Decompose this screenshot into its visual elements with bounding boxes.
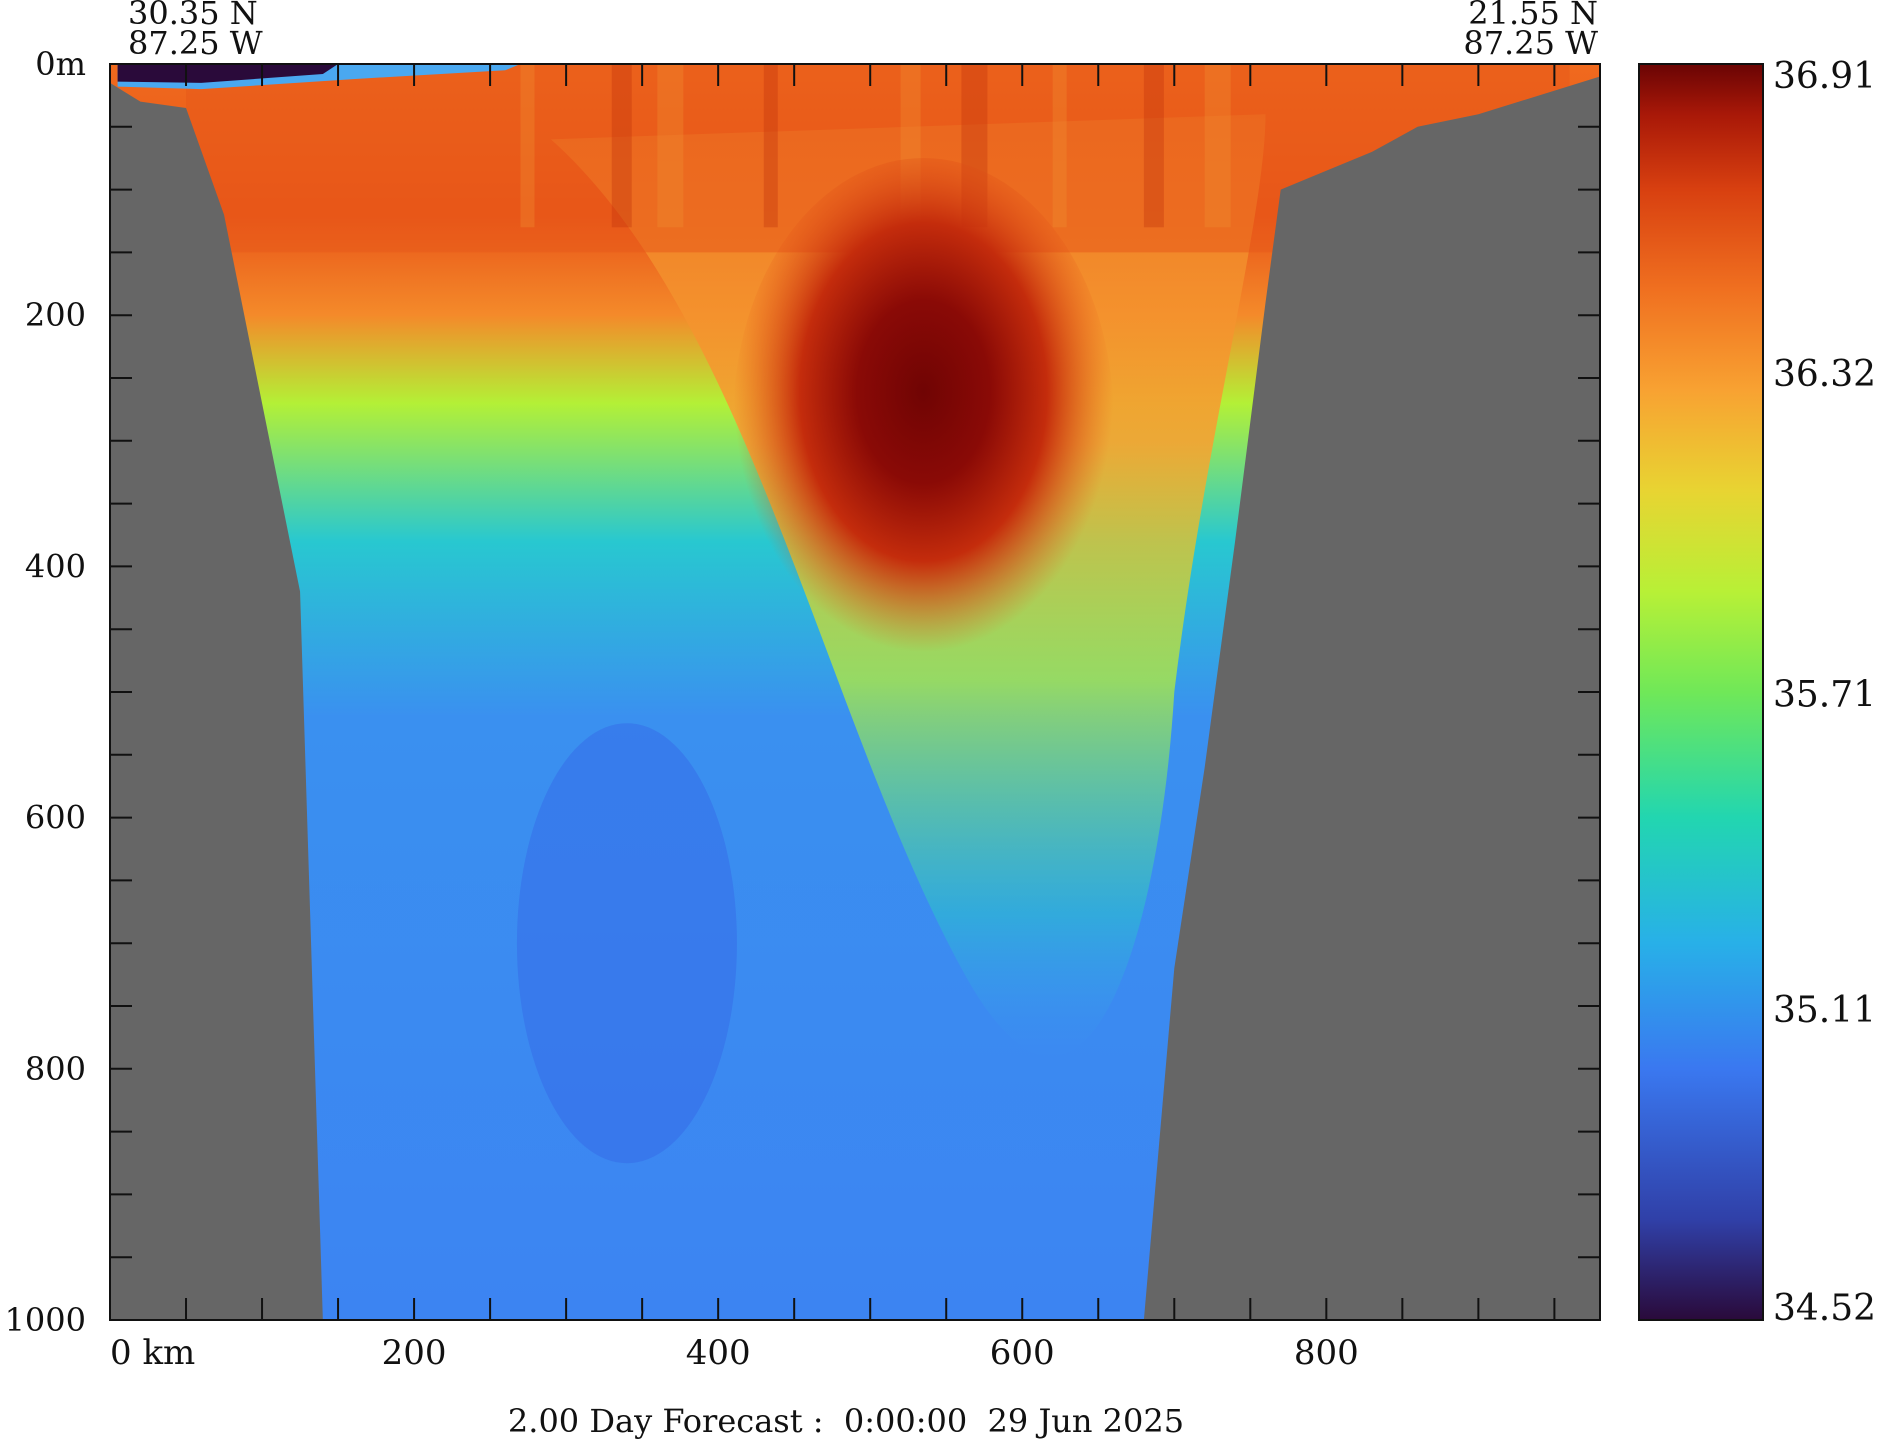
colorbar-tick-label: 36.32 bbox=[1773, 354, 1876, 395]
colorbar bbox=[1638, 63, 1764, 1321]
eastern-shelf-land bbox=[1143, 76, 1600, 1320]
surface-streak bbox=[1052, 64, 1067, 228]
right-longitude-label: 87.25 W bbox=[1463, 24, 1598, 62]
surface-streak bbox=[1143, 64, 1164, 228]
left-longitude-label: 87.25 W bbox=[128, 24, 263, 62]
colorbar-tick-label: 34.52 bbox=[1773, 1288, 1876, 1329]
y-tick-label: 400 bbox=[25, 547, 86, 585]
western-shelf-land bbox=[110, 82, 323, 1320]
colorbar-tick-label: 35.71 bbox=[1773, 675, 1876, 716]
surface-streak bbox=[520, 64, 535, 228]
x-tick-label: 800 bbox=[1294, 1333, 1359, 1373]
forecast-caption: 2.00 Day Forecast : 0:00:00 29 Jun 2025 bbox=[508, 1402, 1184, 1440]
right-latitude-label: 21.55 N bbox=[1468, 0, 1598, 32]
salinity-maximum-core bbox=[733, 158, 1114, 678]
y-tick-label: 600 bbox=[25, 799, 86, 837]
x-tick-label: 600 bbox=[990, 1333, 1055, 1373]
surface-streak bbox=[611, 64, 632, 228]
left-latitude-label: 30.35 N bbox=[128, 0, 258, 32]
y-tick-label: 800 bbox=[25, 1050, 86, 1088]
y-tick-label: 1000 bbox=[5, 1301, 86, 1339]
x-tick-label: 0 km bbox=[110, 1333, 195, 1373]
surface-low-salinity-lens bbox=[117, 64, 339, 83]
y-tick-label: 0m bbox=[35, 45, 86, 83]
x-tick-label: 200 bbox=[382, 1333, 447, 1373]
y-tick-label: 200 bbox=[25, 296, 86, 334]
surface-streak bbox=[657, 64, 684, 228]
surface-streak bbox=[763, 64, 778, 228]
colorbar-tick-label: 36.91 bbox=[1773, 56, 1876, 97]
surface-streak bbox=[1204, 64, 1231, 228]
x-tick-label: 400 bbox=[686, 1333, 751, 1373]
deep-low-salinity-pocket bbox=[516, 723, 737, 1164]
colorbar-tick-label: 35.11 bbox=[1773, 990, 1876, 1031]
